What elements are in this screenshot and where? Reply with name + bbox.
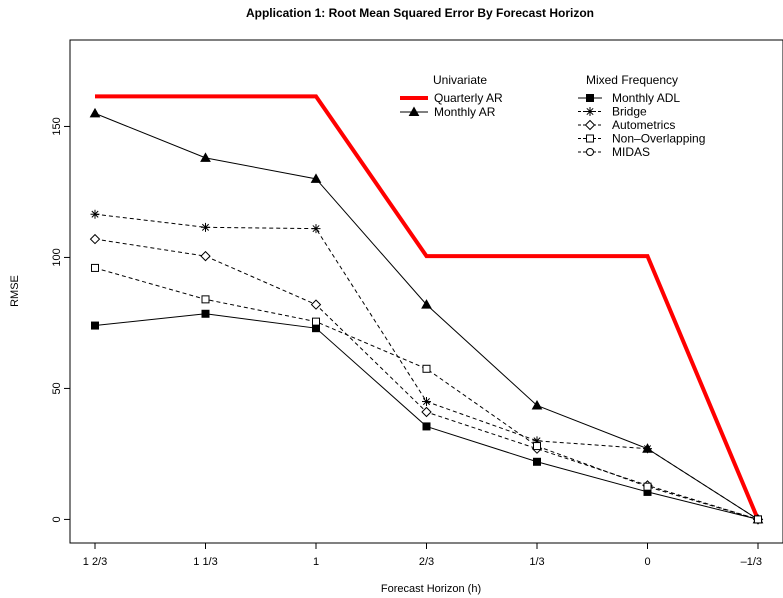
data-point-monthly-ar	[200, 152, 211, 162]
data-point-bridge	[90, 209, 100, 219]
data-point-monthly-adl	[312, 324, 320, 333]
legend-marker-midas	[586, 148, 594, 156]
x-tick-label: 1 2/3	[83, 556, 107, 568]
y-tick-label: 0	[51, 516, 63, 522]
data-point-autometrics	[310, 299, 322, 310]
data-point-monthly-ar	[421, 299, 432, 309]
data-point-monthly-ar	[310, 173, 322, 183]
legend-mixed-title: Mixed Frequency	[586, 73, 678, 87]
data-point-non-overlapping	[754, 515, 762, 524]
series-line-monthly-ar	[94, 112, 759, 520]
data-point-monthly-adl	[91, 321, 99, 330]
legend-marker-autometrics	[584, 119, 596, 131]
y-axis-label: RMSE	[9, 275, 21, 307]
x-tick-label: 1 1/3	[193, 556, 217, 568]
data-point-monthly-adl	[201, 309, 210, 318]
series-monthly-ar	[89, 107, 764, 524]
legend-univariate-title: Univariate	[433, 73, 487, 87]
series-autometrics	[89, 233, 764, 525]
data-point-bridge	[422, 397, 431, 407]
legend-label-midas: MIDAS	[612, 145, 650, 159]
legend-label-autometrics: Autometrics	[612, 118, 675, 132]
legend-marker-monthly-adl	[586, 94, 594, 102]
data-point-non-overlapping	[91, 263, 99, 272]
y-tick-label: 100	[51, 248, 63, 266]
data-point-bridge	[311, 224, 321, 234]
data-point-non-overlapping	[201, 295, 210, 304]
legend-label-bridge: Bridge	[612, 105, 647, 119]
data-point-monthly-adl	[422, 422, 431, 431]
x-tick-label: 1/3	[529, 556, 544, 568]
y-axis: 0 50 100 150	[51, 117, 71, 522]
series-quarterly-ar	[95, 94, 760, 521]
data-point-bridge	[643, 444, 652, 454]
x-axis: 1 2/3 1 1/3 1 2/3 1/3 0 –1/3	[83, 542, 762, 568]
data-point-autometrics	[200, 250, 211, 262]
data-point-autometrics	[421, 406, 432, 418]
chart-title: Application 1: Root Mean Squared Error B…	[246, 6, 594, 20]
series-non-overlapping	[91, 263, 762, 524]
data-point-autometrics	[89, 233, 101, 245]
x-tick-label: –1/3	[741, 556, 762, 568]
series-layer	[89, 94, 764, 525]
y-tick-label: 50	[51, 382, 63, 394]
x-tick-label: 2/3	[419, 556, 434, 568]
data-point-monthly-ar	[89, 107, 101, 118]
legend-marker-monthly-ar	[408, 106, 420, 116]
data-point-non-overlapping	[312, 317, 320, 326]
data-point-non-overlapping	[422, 364, 431, 373]
legend-label-monthly-ar: Monthly AR	[434, 105, 496, 119]
data-point-non-overlapping	[533, 442, 541, 451]
data-point-bridge	[201, 222, 210, 232]
legend-marker-non-overlapping	[586, 134, 594, 143]
x-axis-label: Forecast Horizon (h)	[381, 583, 481, 595]
legend-mixed: Mixed Frequency Monthly ADLBridgeAutomet…	[578, 73, 705, 159]
y-tick-label: 150	[51, 117, 63, 135]
series-line-quarterly-ar	[95, 94, 760, 521]
data-point-monthly-ar	[531, 399, 543, 410]
data-point-non-overlapping	[643, 482, 652, 491]
legend-marker-bridge	[585, 107, 595, 116]
series-bridge	[90, 209, 763, 524]
x-tick-label: 1	[313, 556, 319, 568]
legend-label-non-overlapping: Non–Overlapping	[612, 132, 705, 146]
legend-label-monthly-adl: Monthly ADL	[612, 91, 680, 105]
x-tick-label: 0	[644, 556, 650, 568]
legend-label-quarterly-ar: Quarterly AR	[434, 91, 503, 105]
data-point-monthly-adl	[533, 457, 541, 466]
